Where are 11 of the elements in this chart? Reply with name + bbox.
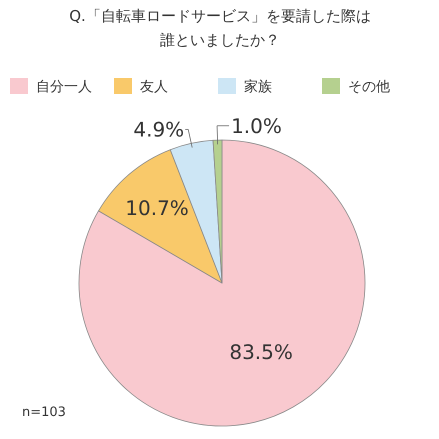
data-label: 83.5%: [229, 340, 293, 364]
pie-slice: [78, 140, 366, 426]
legend-label: その他: [348, 79, 390, 95]
legend-label: 友人: [140, 79, 168, 95]
chart-title: Q.「自転車ロードサービス」を要請した際は誰といましたか？: [68, 6, 372, 51]
legend-label: 自分一人: [36, 79, 92, 95]
legend-label: 家族: [244, 79, 272, 95]
data-label: 4.9%: [133, 117, 184, 142]
text: n=103: [22, 405, 66, 420]
data-label: 1.0%: [231, 114, 282, 138]
data-label: 10.7%: [125, 196, 189, 220]
